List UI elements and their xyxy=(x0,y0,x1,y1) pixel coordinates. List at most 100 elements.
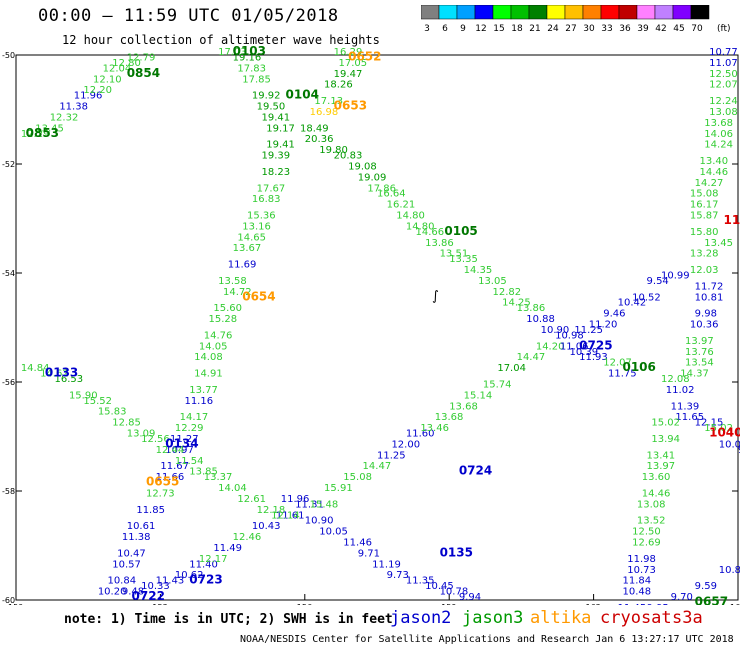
wave-height-value: 13.45 xyxy=(35,123,64,134)
colorbar-label: 12 xyxy=(475,24,486,34)
wave-height-value: 12.85 xyxy=(112,418,141,429)
x-tick-label: 150 xyxy=(8,603,23,605)
wave-height-value: 19.47 xyxy=(334,69,363,80)
wave-height-value: 14.24 xyxy=(704,140,733,151)
wave-height-value: 13.97 xyxy=(685,336,714,347)
wave-height-value: 15.14 xyxy=(464,390,493,401)
wave-height-value: 12.17 xyxy=(199,554,228,565)
wave-height-value: 10.84 xyxy=(107,576,136,587)
wave-height-value: 15.60 xyxy=(213,303,242,314)
wave-height-value: 15.02 xyxy=(704,423,733,434)
pass-time-label: 0652 xyxy=(348,49,381,63)
y-tick-label: -56 xyxy=(2,378,15,387)
wave-height-value: 11.43 xyxy=(156,576,185,587)
wave-height-value: 18.26 xyxy=(324,80,353,91)
footer-note: note: 1) Time is in UTC; 2) SWH is in fe… xyxy=(64,612,393,627)
wave-height-value: 12.46 xyxy=(233,532,262,543)
pass-time-label: 0723 xyxy=(189,573,222,587)
wave-height-value: 9.48 xyxy=(122,587,144,598)
wave-height-value: 20.36 xyxy=(305,134,334,145)
wave-height-value: 16.29 xyxy=(334,47,363,58)
wave-height-value: 13.54 xyxy=(685,358,714,369)
wave-height-value: 11.40 xyxy=(189,559,218,570)
wave-height-value: 12.14 xyxy=(271,510,300,521)
wave-height-value: 17.86 xyxy=(367,183,396,194)
page-subtitle: 12 hour collection of altimeter wave hei… xyxy=(62,33,380,47)
wave-height-value: 12.04 xyxy=(103,63,132,74)
colorbar-label: 18 xyxy=(511,24,523,34)
wave-height-value: 16.83 xyxy=(252,194,281,205)
credit-line: NOAA/NESDIS Center for Satellite Applica… xyxy=(240,634,734,645)
y-tick-label: -60 xyxy=(2,596,15,605)
wave-height-value: 12.79 xyxy=(127,52,156,63)
wave-height-value: 12.08 xyxy=(661,374,690,385)
colorbar-unit: (ft) xyxy=(717,24,731,34)
wave-height-value: 10.48 xyxy=(622,587,651,598)
pass-time-label: 0135 xyxy=(440,545,473,559)
wave-height-value: 12.07 xyxy=(603,358,632,369)
wave-height-value: 17.85 xyxy=(242,74,271,85)
wave-height-value: 10.81 xyxy=(695,292,724,303)
wave-height-value: 12.73 xyxy=(146,488,175,499)
wave-height-value: 19.08 xyxy=(348,161,377,172)
wave-height-value: 10.73 xyxy=(627,565,656,576)
wave-height-value: 10.98 xyxy=(555,330,584,341)
wave-height-value: 11.02 xyxy=(666,385,695,396)
wave-height-value: 12.44 xyxy=(156,445,185,456)
wave-height-value: 14.80 xyxy=(396,211,425,222)
wave-height-value: 19.92 xyxy=(252,91,281,102)
wave-height-value: 11.35 xyxy=(406,576,435,587)
x-tick-label: 162 xyxy=(586,603,601,605)
wave-height-value: 14.47 xyxy=(517,352,546,363)
wave-height-value: 10.88 xyxy=(526,314,555,325)
wave-height-value: 10.42 xyxy=(618,298,647,309)
wave-height-value: 10.90 xyxy=(305,516,334,527)
wave-height-value: 11.25 xyxy=(377,450,406,461)
wave-height-value: 9.54 xyxy=(647,276,669,287)
wave-height-value: 10.47 xyxy=(117,548,146,559)
wave-height-value: 11.39 xyxy=(671,401,700,412)
wave-height-value: 13.68 xyxy=(449,401,478,412)
wave-height-value: 11.45 xyxy=(618,603,647,605)
pass-time-label: 0724 xyxy=(459,464,492,478)
colorbar-label: 36 xyxy=(619,24,631,34)
wave-height-value: 10.45 xyxy=(425,581,454,592)
y-tick-label: -54 xyxy=(2,269,15,278)
wave-height-value: 13.68 xyxy=(435,412,464,423)
wave-height-value: 15.28 xyxy=(209,314,238,325)
colorbar-label: 9 xyxy=(460,24,466,34)
wave-height-value: 13.67 xyxy=(233,243,262,254)
wave-height-value: 13.58 xyxy=(218,276,247,287)
satellite-label-jason3: jason3 xyxy=(462,608,524,628)
wave-height-value: 15.74 xyxy=(483,379,512,390)
colorbar-label: 6 xyxy=(442,24,448,34)
wave-height-value: 19.39 xyxy=(261,151,290,162)
wave-height-value: 19.80 xyxy=(319,145,348,156)
wave-height-value: 11.38 xyxy=(59,102,88,113)
wave-height-value: 14.35 xyxy=(464,265,493,276)
wave-height-value: 13.08 xyxy=(637,499,666,510)
wave-height-value: 11.96 xyxy=(74,91,103,102)
wave-height-value: 10.52 xyxy=(632,292,661,303)
wave-height-value: 12.00 xyxy=(391,439,420,450)
wave-height-value: 12.50 xyxy=(709,69,738,80)
wave-height-value: 11.65 xyxy=(675,412,704,423)
wave-height-value: 19.17 xyxy=(266,123,295,134)
pass-time-label: 1040 xyxy=(709,426,740,440)
wave-height-value: 13.16 xyxy=(242,221,271,232)
wave-height-value: 19.41 xyxy=(266,140,295,151)
wave-height-value: 12.03 xyxy=(690,265,719,276)
wave-height-value: 12.29 xyxy=(175,423,204,434)
wave-height-value: 17.83 xyxy=(237,63,266,74)
wave-height-value: 9.73 xyxy=(387,570,409,581)
pass-time-label: 0654 xyxy=(242,289,275,303)
wave-height-value: 10.62 xyxy=(175,570,204,581)
data-labels: 12.2913.4512.3211.3811.9612.2012.1012.04… xyxy=(21,47,740,605)
wave-height-value: 10.33 xyxy=(141,581,170,592)
wave-height-value: 11.84 xyxy=(622,576,651,587)
wave-height-value: 15.08 xyxy=(343,472,372,483)
wave-height-value: 9.51 xyxy=(738,445,740,456)
wave-height-value: 14.76 xyxy=(204,330,233,341)
wave-height-value: 16.98 xyxy=(310,107,339,118)
wave-height-value: 14.80 xyxy=(406,221,435,232)
